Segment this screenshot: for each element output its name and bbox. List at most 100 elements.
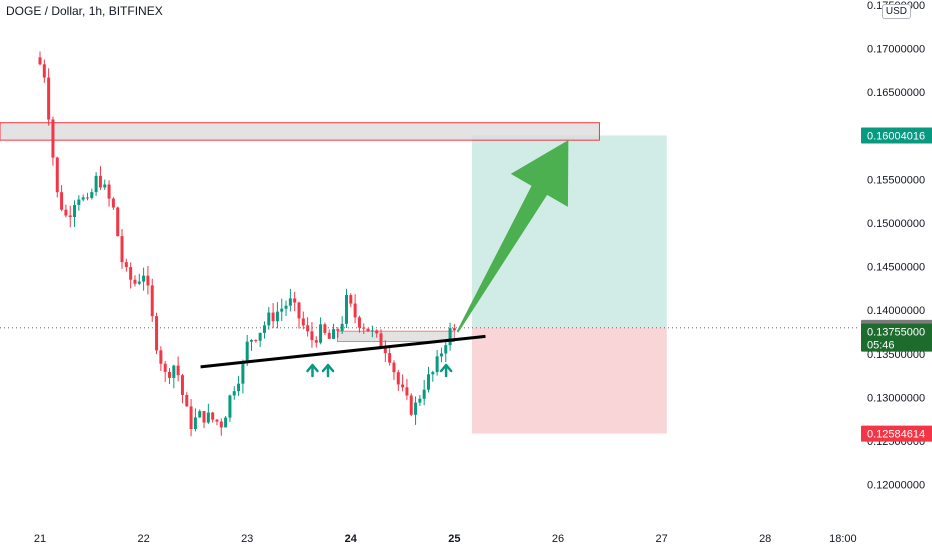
zones-layer [0, 122, 858, 434]
target-price-badge-bg [861, 127, 932, 144]
candle-body [435, 356, 439, 373]
candle-body [422, 389, 426, 399]
candle-body [275, 311, 279, 322]
candle-body [77, 199, 81, 205]
candle-body [366, 328, 370, 332]
time-tick-label: 24 [345, 533, 358, 545]
candle-body [60, 192, 64, 210]
price-tick-label: 0.15000000 [867, 218, 925, 230]
current-price-badge-label: 0.13755000 [867, 327, 925, 339]
target-zone[interactable] [472, 135, 667, 328]
candle-body [198, 411, 202, 418]
time-axis[interactable]: 21 22 23 24 25 26 27 28 18:00 [34, 533, 857, 545]
candle-body [370, 330, 374, 332]
candle-body [258, 332, 262, 341]
time-tick-label: 27 [655, 533, 667, 545]
candle-body [379, 333, 383, 348]
candle-body [47, 77, 51, 120]
price-axis[interactable]: 0.175000000.170000000.165000000.15500000… [867, 0, 925, 492]
candle-body [340, 323, 344, 331]
price-tick-label: 0.14500000 [867, 262, 925, 274]
time-tick-label: 22 [137, 533, 149, 545]
candle-body [116, 207, 120, 237]
candle-body [310, 331, 314, 341]
candle-body [42, 64, 46, 78]
candle-body [357, 317, 361, 328]
candle-body [129, 267, 133, 280]
currency-badge[interactable]: USD [881, 4, 911, 19]
candle-body [267, 312, 271, 326]
candle-body [301, 318, 305, 326]
time-tick-label: 25 [448, 533, 460, 545]
candle-body [219, 421, 223, 428]
price-tick-label: 0.16500000 [867, 87, 925, 99]
candle-body [202, 411, 206, 423]
candle-body [439, 353, 443, 357]
candle-body [180, 375, 184, 395]
candle-body [388, 353, 392, 363]
candle-body [431, 372, 435, 375]
price-tick-label: 0.15500000 [867, 174, 925, 186]
candle-body [85, 197, 89, 199]
candle-body [336, 329, 340, 331]
candle-body [245, 341, 249, 364]
time-tick-label: 21 [34, 533, 46, 545]
candle-body [383, 347, 387, 354]
candle-body [293, 298, 297, 303]
candle-body [232, 391, 236, 396]
time-tick-label: 18:00 [829, 533, 857, 545]
candle-body [51, 119, 55, 158]
candle-body [38, 57, 42, 65]
candle-body [327, 332, 331, 339]
candle-body [193, 417, 197, 429]
candle-body [133, 279, 137, 284]
drawings-layer[interactable] [200, 140, 569, 378]
candle-body [81, 197, 85, 200]
candle-body [237, 383, 241, 392]
candle-body [73, 204, 77, 217]
support-zone[interactable] [337, 330, 455, 342]
candle-body [409, 395, 413, 415]
candle-body [271, 312, 275, 322]
candle-body [215, 419, 219, 422]
candle-body [98, 175, 102, 188]
candle-body [150, 285, 154, 317]
candle-body [444, 345, 448, 354]
candle-body [107, 184, 111, 199]
stop-zone[interactable] [472, 327, 667, 434]
chart-title: DOGE / Dollar, 1h, BITFINEX [6, 4, 163, 18]
resistance-zone[interactable] [0, 122, 600, 141]
up-arrow-icon [321, 363, 335, 378]
candle-body [319, 324, 323, 343]
stop-price-badge-bg [861, 425, 932, 442]
candle-body [137, 281, 141, 284]
candle-body [142, 275, 146, 282]
candle-body [362, 327, 366, 329]
price-tick-label: 0.17000000 [867, 44, 925, 56]
candle-body [452, 328, 456, 331]
candle-body [224, 417, 228, 428]
price-tick-label: 0.12000000 [867, 480, 925, 492]
up-arrow-icon [439, 363, 453, 378]
candle-body [392, 362, 396, 373]
candle-body [228, 395, 232, 418]
price-tick-label: 0.13500000 [867, 349, 925, 361]
current-price-badge-countdown: 05:46 [867, 340, 895, 352]
candle-body [111, 198, 115, 208]
target-arrow[interactable] [456, 140, 569, 333]
time-tick-label: 26 [552, 533, 564, 545]
candle-body [172, 365, 176, 378]
price-badges: 0.160040160.137977530.1375500005:460.125… [861, 127, 932, 442]
trendline[interactable] [200, 334, 486, 369]
candle-body [401, 384, 405, 388]
candle-body [55, 157, 59, 193]
candle-body [211, 412, 215, 420]
candle-body [90, 192, 94, 198]
current-price-badge-bg [861, 323, 932, 352]
candles-layer [38, 51, 456, 437]
candle-body [284, 305, 288, 309]
candle-body [206, 412, 210, 423]
candle-body [159, 350, 163, 364]
candle-body [405, 387, 409, 396]
